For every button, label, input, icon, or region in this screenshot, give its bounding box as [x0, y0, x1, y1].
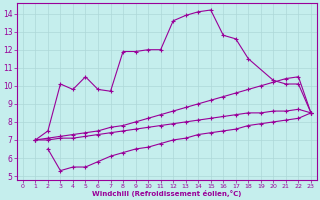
X-axis label: Windchill (Refroidissement éolien,°C): Windchill (Refroidissement éolien,°C) — [92, 190, 242, 197]
